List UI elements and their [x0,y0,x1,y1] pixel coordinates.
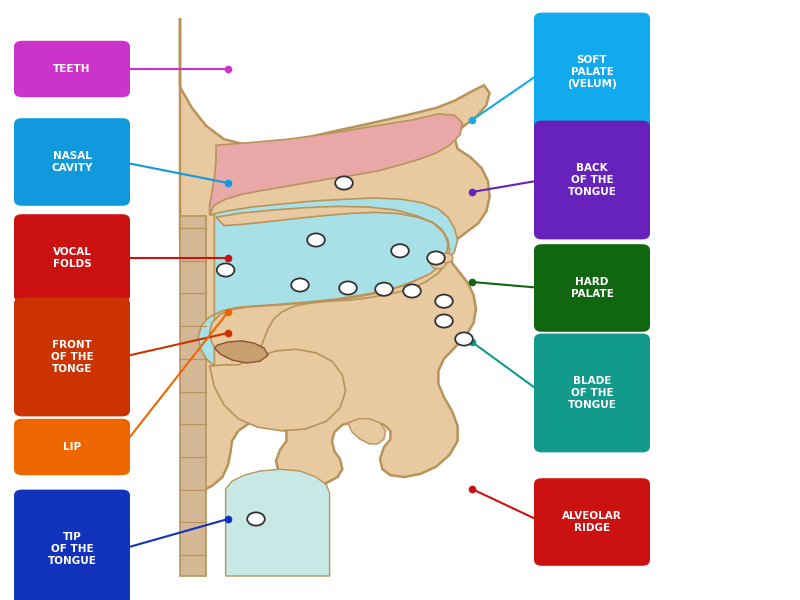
FancyBboxPatch shape [534,478,650,566]
Polygon shape [210,114,462,215]
Text: HARD
PALATE: HARD PALATE [570,277,614,299]
Text: NASAL
CAVITY: NASAL CAVITY [51,151,93,173]
Circle shape [435,314,453,328]
Circle shape [391,244,409,257]
FancyBboxPatch shape [14,298,130,416]
Circle shape [455,332,473,346]
FancyBboxPatch shape [14,41,130,97]
Circle shape [339,281,357,295]
Polygon shape [226,469,330,576]
Text: BLADE
OF THE
TONGUE: BLADE OF THE TONGUE [567,376,617,410]
Circle shape [335,176,353,190]
Circle shape [440,253,453,263]
Circle shape [307,233,325,247]
FancyBboxPatch shape [14,118,130,206]
Polygon shape [210,349,346,431]
FancyBboxPatch shape [14,214,130,302]
Text: LIP: LIP [63,442,81,452]
Circle shape [375,283,393,296]
FancyBboxPatch shape [14,419,130,475]
FancyBboxPatch shape [534,13,650,131]
Circle shape [403,284,421,298]
Polygon shape [210,206,450,361]
FancyBboxPatch shape [534,334,650,452]
Polygon shape [180,216,206,576]
Text: BACK
OF THE
TONGUE: BACK OF THE TONGUE [567,163,617,197]
Text: TIP
OF THE
TONGUE: TIP OF THE TONGUE [47,532,97,566]
Text: SOFT
PALATE
(VELUM): SOFT PALATE (VELUM) [567,55,617,89]
Text: FRONT
OF THE
TONGE: FRONT OF THE TONGE [50,340,94,374]
Circle shape [427,251,445,265]
FancyBboxPatch shape [14,490,130,600]
Polygon shape [214,341,268,363]
Text: ALVEOLAR
RIDGE: ALVEOLAR RIDGE [562,511,622,533]
Circle shape [435,295,453,308]
Polygon shape [348,419,386,444]
Circle shape [430,257,446,269]
Circle shape [247,512,265,526]
Polygon shape [198,198,458,366]
Circle shape [217,263,234,277]
Text: TEETH: TEETH [54,64,90,74]
Circle shape [291,278,309,292]
Text: VOCAL
FOLDS: VOCAL FOLDS [53,247,91,269]
Polygon shape [180,18,490,491]
FancyBboxPatch shape [534,121,650,239]
FancyBboxPatch shape [534,244,650,332]
